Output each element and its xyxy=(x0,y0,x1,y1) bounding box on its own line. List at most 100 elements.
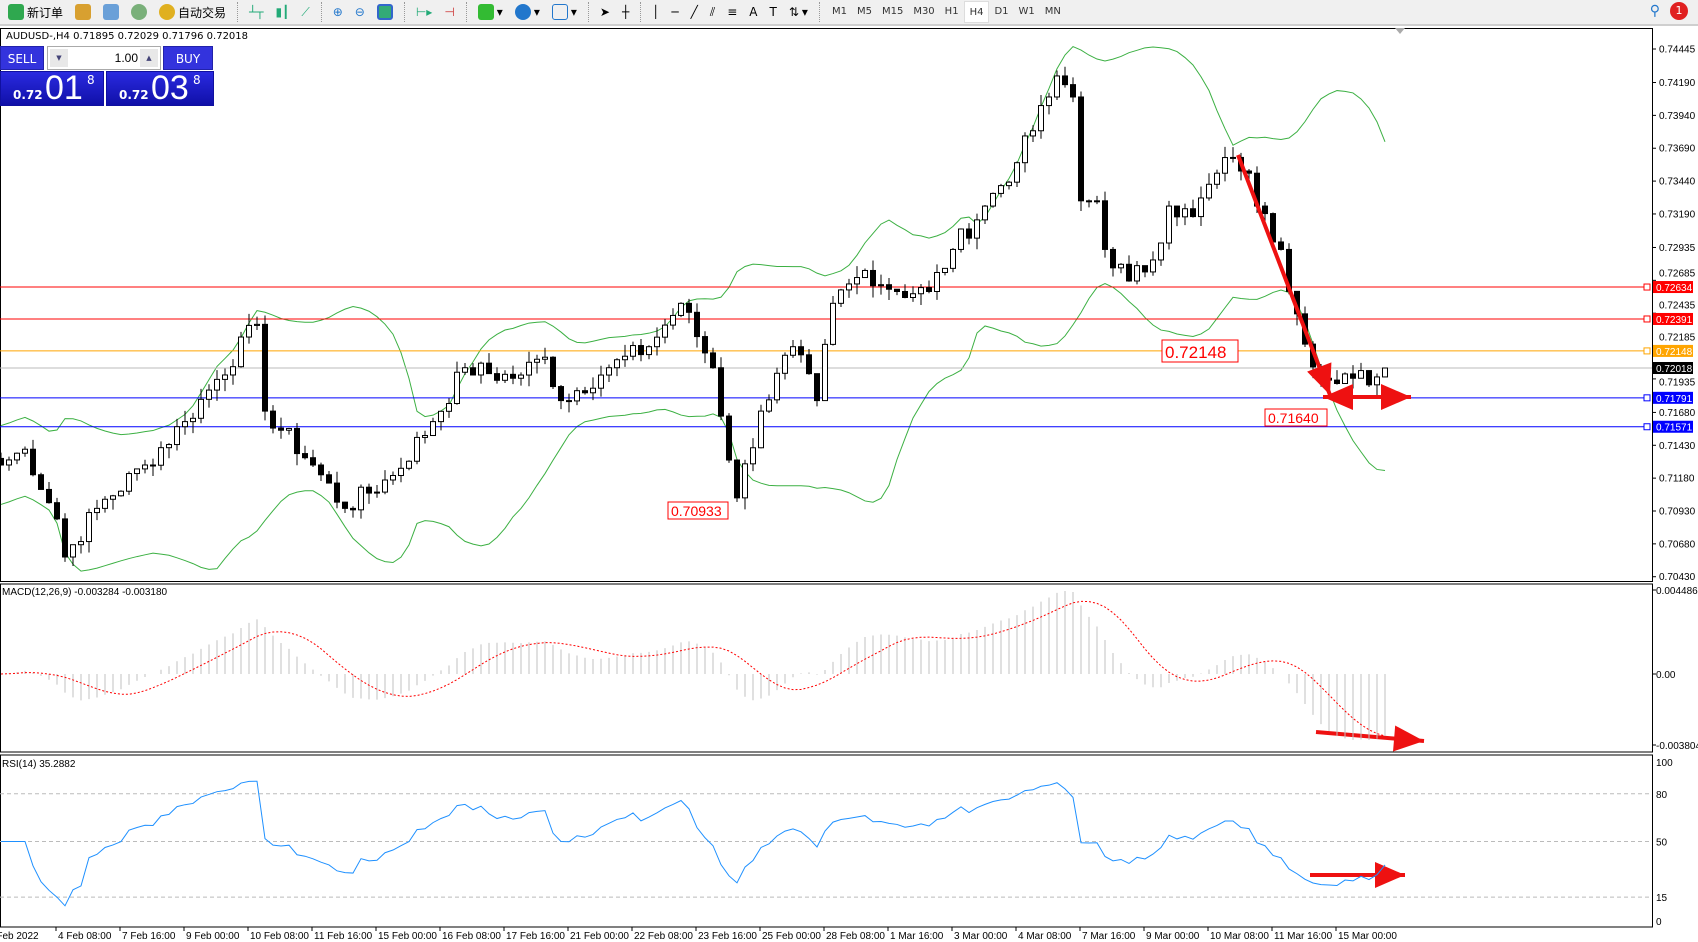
sell-button[interactable]: SELL xyxy=(0,46,44,70)
crosshair-button[interactable]: ┼ xyxy=(618,1,633,23)
candle-body xyxy=(606,367,612,376)
candle-body xyxy=(910,293,916,298)
candle-body xyxy=(46,488,52,504)
candle xyxy=(1222,146,1228,182)
lot-size-input[interactable] xyxy=(70,49,138,67)
notification-badge[interactable]: 1 xyxy=(1670,2,1688,20)
timeframe-mn[interactable]: MN xyxy=(1044,6,1061,17)
equidistant-channel-button[interactable]: ⫽ xyxy=(706,1,719,23)
auto-scroll-button[interactable]: ⊢▸ xyxy=(412,1,436,23)
candle-body xyxy=(638,345,644,356)
candle-body xyxy=(182,421,188,428)
candle-body xyxy=(230,366,236,376)
rsi-axis-label: 80 xyxy=(1656,790,1668,801)
timeframe-h4[interactable]: H4 xyxy=(963,1,990,23)
candle xyxy=(1054,70,1060,100)
candle xyxy=(150,458,156,476)
new-order-button[interactable]: 新订单 xyxy=(4,1,67,23)
rsi-axis-label: 15 xyxy=(1656,893,1668,904)
buy-price[interactable]: 0.72 03 8 xyxy=(106,69,214,107)
candle xyxy=(262,315,268,421)
candle xyxy=(750,438,756,472)
time-axis-label: 1 Mar 16:00 xyxy=(890,931,944,942)
bar-chart-button[interactable]: ┴┬ xyxy=(245,1,267,23)
candle xyxy=(1342,372,1348,385)
candle-body xyxy=(1038,105,1044,132)
bollinger-upper xyxy=(0,45,1386,436)
timeframe-d1[interactable]: D1 xyxy=(994,6,1009,17)
candle xyxy=(854,266,860,295)
candle xyxy=(1014,161,1020,188)
candle xyxy=(758,404,764,449)
candle-body xyxy=(894,288,900,293)
chart-shift-button[interactable]: ⊣ xyxy=(440,1,458,23)
candle-body xyxy=(630,345,636,357)
candle xyxy=(174,418,180,451)
text-button[interactable]: A xyxy=(745,1,761,23)
timeframe-w1[interactable]: W1 xyxy=(1018,6,1035,17)
candle xyxy=(158,441,164,471)
candle xyxy=(710,347,716,369)
candle-body xyxy=(6,459,12,466)
candle xyxy=(718,357,724,421)
candle xyxy=(558,384,564,410)
fibonacci-button[interactable]: ≡ xyxy=(723,1,741,23)
candle xyxy=(246,313,252,344)
candle xyxy=(182,410,188,435)
chart-window[interactable]: 0.74445 0.74190 0.73940 0.73690 0.73440 0.731… xyxy=(0,28,1698,942)
time-axis-label: 9 Mar 00:00 xyxy=(1146,931,1200,942)
candle xyxy=(22,446,28,457)
text-label-button[interactable]: T xyxy=(766,1,781,23)
timeframe-m1[interactable]: M1 xyxy=(831,6,847,17)
timeframe-m15[interactable]: M15 xyxy=(881,6,904,17)
candle xyxy=(1142,265,1148,278)
buy-button[interactable]: BUY xyxy=(163,46,213,70)
level-price-tag xyxy=(1653,344,1693,357)
navigator-button[interactable] xyxy=(99,1,123,23)
sell-price[interactable]: 0.72 01 8 xyxy=(0,69,104,107)
chart-shift-marker xyxy=(1395,28,1405,34)
tile-windows-button[interactable] xyxy=(373,1,397,23)
search-icon[interactable]: ⚲ xyxy=(1649,3,1660,19)
auto-scroll-icon: ⊢▸ xyxy=(415,5,433,19)
candle xyxy=(726,413,732,463)
timeframe-m5[interactable]: M5 xyxy=(856,6,872,17)
arrows-button[interactable]: ⇅ ▾ xyxy=(788,5,808,19)
candle-body xyxy=(518,374,524,379)
cursor-button[interactable]: ➤ xyxy=(596,1,614,23)
lot-increase-button[interactable]: ▲ xyxy=(140,49,158,67)
equidistant-channel-icon: ⫽ xyxy=(709,4,716,19)
level-price-label: 0.72148 xyxy=(1656,347,1693,358)
trendline-button[interactable]: ╱ xyxy=(687,1,702,23)
timeframe-m30[interactable]: M30 xyxy=(913,6,935,17)
chart-canvas[interactable]: 0.74445 0.74190 0.73940 0.73690 0.73440 0.731… xyxy=(0,28,1698,942)
vertical-line-button[interactable]: │ xyxy=(648,1,663,23)
market-watch-button[interactable] xyxy=(71,1,95,23)
templates-button[interactable]: ▾ xyxy=(548,1,581,23)
zoom-out-button[interactable]: ⊖ xyxy=(351,1,369,23)
candle-body xyxy=(1366,370,1372,386)
line-chart-button[interactable]: ⟋ xyxy=(297,1,313,23)
horizontal-line-button[interactable]: ─ xyxy=(667,1,682,23)
auto-trading-button[interactable]: 自动交易 xyxy=(155,1,230,23)
timeframe-h1[interactable]: H1 xyxy=(944,6,959,17)
separator xyxy=(818,2,820,22)
rsi-line xyxy=(1,780,1386,907)
candle-body xyxy=(558,386,564,402)
signals-button[interactable] xyxy=(127,1,151,23)
candle-body xyxy=(278,427,284,431)
price-axis-label: 0.74445 xyxy=(1659,45,1696,56)
zoom-in-button[interactable]: ⊕ xyxy=(329,1,347,23)
candle xyxy=(382,470,388,495)
level-marker xyxy=(1643,394,1651,402)
candle xyxy=(438,410,444,431)
candle-body xyxy=(574,390,580,402)
candle-body xyxy=(790,346,796,356)
candle-body xyxy=(646,346,652,356)
candle-body xyxy=(1078,96,1084,202)
lot-decrease-button[interactable]: ▼ xyxy=(50,49,68,67)
price-axis-label: 0.71680 xyxy=(1659,408,1696,419)
indicators-button[interactable]: ▾ xyxy=(474,1,507,23)
candlestick-button[interactable]: ▮┃ xyxy=(271,1,293,23)
periods-button[interactable]: ▾ xyxy=(511,1,544,23)
